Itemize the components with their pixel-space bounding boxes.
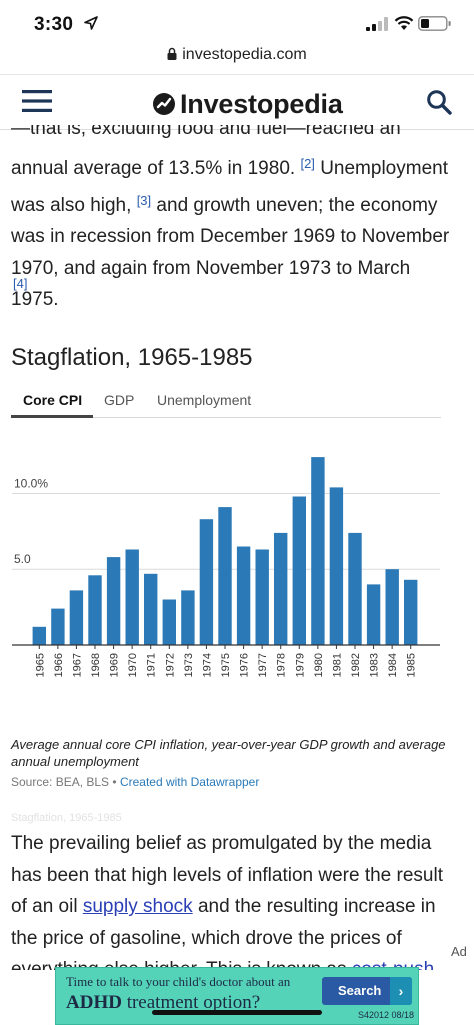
bar-1983[interactable]	[366, 584, 381, 645]
bar-1971[interactable]	[144, 573, 158, 645]
cell-signal-icon	[366, 17, 388, 31]
x-tick-label: 1967	[71, 653, 83, 677]
active-tab-indicator	[11, 415, 93, 418]
bar-1978[interactable]	[274, 532, 288, 645]
bar-1972[interactable]	[162, 599, 176, 646]
site-header: Investopedia	[0, 74, 474, 130]
bar-1979[interactable]	[292, 496, 306, 646]
x-tick-label: 1979	[294, 653, 306, 677]
x-tick-label: 1965	[34, 653, 46, 677]
x-tick-label: 1973	[183, 653, 195, 677]
x-tick-label: 1966	[53, 653, 65, 677]
status-bar: 3:30	[0, 0, 474, 46]
ad-code: S42012 08/18	[358, 1010, 415, 1020]
x-tick-label: 1983	[369, 653, 381, 677]
y-tick-label: 5.0	[14, 552, 31, 566]
paragraph-text: Unemployment was also high,	[11, 158, 448, 216]
chevron-right-icon: ›	[390, 977, 412, 1005]
ad-text-line1: Time to talk to your child's doctor abou…	[66, 974, 291, 989]
x-tick-label: 1975	[220, 653, 232, 677]
x-tick-label: 1971	[146, 653, 158, 677]
bar-1981[interactable]	[329, 487, 344, 645]
core-cpi-bar-chart: 10.0% 5.0 1965 1966 1967 1968 1969 1970 1971 1972…	[12, 457, 440, 677]
ad-search-label: Search	[338, 983, 382, 998]
bar-1968[interactable]	[88, 575, 102, 645]
datawrapper-link[interactable]: Created with Datawrapper	[119, 775, 260, 789]
lock-icon	[167, 47, 177, 60]
article-partial-line: —that is, excluding food and fuel—reache…	[11, 118, 401, 139]
bar-1966[interactable]	[51, 608, 65, 645]
wifi-icon	[394, 16, 414, 30]
paragraph-text: and the resulting increase in the price …	[11, 896, 436, 970]
ad-text-line2: ADHD treatment option?	[66, 992, 260, 1014]
hamburger-menu-icon[interactable]	[22, 89, 52, 113]
x-tick-label: 1968	[90, 653, 102, 677]
x-tick-label: 1972	[164, 653, 176, 677]
bar-1982[interactable]	[348, 532, 362, 645]
x-tick-label: 1974	[201, 653, 213, 677]
x-tick-label: 1969	[109, 653, 121, 677]
logo-text: Investopedia	[180, 88, 343, 119]
x-tick-label: 1982	[350, 653, 362, 677]
paragraph-text: The prevailing belief as promulgated by …	[11, 833, 443, 918]
supply-shock-link[interactable]: supply shock	[82, 896, 193, 918]
chart-caption: Average annual core CPI inflation, year-…	[11, 737, 446, 769]
chart-tabs: Core CPI GDP Unemployment	[11, 386, 441, 418]
chart-title: Stagflation, 1965-1985	[11, 344, 253, 371]
x-tick-label: 1980	[313, 653, 325, 677]
x-tick-label: 1981	[331, 653, 343, 677]
x-tick-label: 1976	[239, 653, 251, 677]
source-separator: •	[109, 775, 120, 789]
article-paragraph: annual average of 13.5% in 1980. [2] Une…	[11, 148, 463, 316]
x-tick-label: 1978	[276, 653, 288, 677]
search-icon[interactable]	[426, 89, 452, 115]
paragraph-text: annual average of 13.5% in 1980.	[11, 158, 296, 179]
cost-push-link[interactable]: cost-push	[351, 959, 435, 970]
bar-1980[interactable]	[311, 457, 325, 645]
x-tick-label: 1977	[257, 653, 269, 677]
bar-1976[interactable]	[236, 546, 251, 646]
bar-1975[interactable]	[218, 507, 232, 645]
url-text: investopedia.com	[182, 46, 307, 63]
bar-1974[interactable]	[199, 519, 214, 645]
bar-1965[interactable]	[32, 626, 46, 645]
x-tick-label: 1970	[127, 653, 139, 677]
bar-1973[interactable]	[181, 590, 195, 645]
bar-1970[interactable]	[125, 549, 139, 646]
bar-1985[interactable]	[404, 579, 418, 645]
tab-gdp[interactable]: GDP	[104, 392, 135, 408]
bar-1967[interactable]	[69, 590, 84, 645]
battery-icon	[418, 16, 451, 31]
paragraph-text: and growth uneven; the economy was in re…	[11, 194, 450, 311]
y-tick-label: 10.0%	[14, 476, 48, 490]
ad-banner[interactable]: Time to talk to your child's doctor abou…	[55, 967, 419, 1025]
x-tick-label: 1985	[406, 653, 418, 677]
ad-label: Ad	[451, 944, 467, 959]
ad-text-bold: ADHD	[66, 992, 122, 1013]
footnote-link-4[interactable]: [4]	[13, 276, 28, 291]
footnote-link-2[interactable]: [2]	[300, 156, 315, 171]
investopedia-logo-icon	[153, 93, 175, 115]
x-tick-label: 1984	[387, 653, 399, 677]
tab-unemployment[interactable]: Unemployment	[157, 392, 252, 408]
tab-core-cpi[interactable]: Core CPI	[23, 392, 83, 408]
bar-1977[interactable]	[255, 549, 269, 646]
site-logo[interactable]: Investopedia	[152, 87, 343, 121]
source-label: Source: BEA, BLS	[11, 775, 110, 789]
ad-text-rest: treatment option?	[121, 992, 261, 1013]
faded-chart-title: Stagflation, 1965-1985	[11, 812, 122, 824]
article-paragraph-2: The prevailing belief as promulgated by …	[11, 828, 463, 970]
status-time: 3:30	[34, 14, 74, 35]
chart-source: Source: BEA, BLS • Created with Datawrap…	[11, 775, 259, 789]
bar-1969[interactable]	[106, 557, 121, 645]
ad-search-button[interactable]: Search ›	[322, 977, 412, 1005]
bar-1984[interactable]	[385, 569, 399, 645]
address-bar[interactable]: investopedia.com	[0, 46, 474, 72]
home-indicator	[152, 1010, 322, 1015]
location-arrow-icon	[84, 16, 98, 30]
footnote-link-3[interactable]: [3]	[136, 192, 152, 208]
